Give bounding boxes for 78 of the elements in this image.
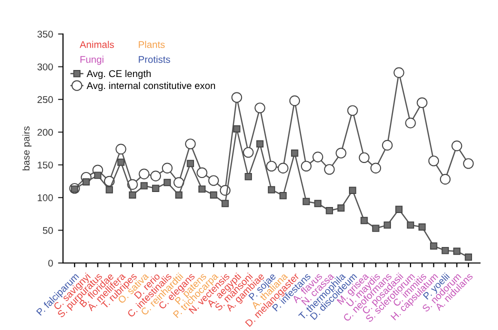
- point: [451, 140, 462, 152]
- point: [185, 138, 196, 150]
- y-tick-label: 100: [38, 194, 53, 202]
- point: [440, 174, 451, 185]
- point: [326, 207, 334, 214]
- point: [347, 105, 358, 116]
- point: [302, 198, 310, 206]
- legend-label: Avg. CE length: [86, 70, 151, 80]
- point: [336, 148, 346, 158]
- point: [82, 178, 90, 186]
- annotation: Animals: [80, 40, 114, 48]
- point: [395, 206, 403, 213]
- point: [138, 168, 150, 180]
- point: [348, 186, 356, 194]
- point: [314, 200, 322, 208]
- point: [254, 102, 266, 114]
- point: [453, 248, 460, 255]
- annotation: Fungi: [80, 56, 104, 65]
- y-tick-label: 250: [38, 96, 53, 104]
- point: [428, 156, 440, 166]
- y-tick-label: 50: [42, 227, 53, 234]
- point: [256, 140, 264, 148]
- point: [128, 191, 136, 199]
- y-tick-label: 200: [38, 128, 53, 136]
- point: [175, 191, 182, 199]
- point: [463, 158, 474, 169]
- point: [372, 224, 380, 232]
- point: [291, 149, 298, 157]
- y-tick-label: 0: [48, 260, 53, 267]
- point: [406, 221, 414, 229]
- point: [278, 162, 288, 174]
- point: [94, 172, 102, 179]
- point: [222, 200, 229, 208]
- point: [289, 95, 300, 106]
- point: [358, 152, 370, 164]
- point: [300, 160, 312, 172]
- point: [405, 118, 416, 128]
- point: [442, 246, 449, 254]
- point: [173, 177, 184, 188]
- point: [244, 173, 252, 180]
- point: [198, 185, 206, 193]
- point: [152, 184, 160, 192]
- annotation: Protists: [138, 56, 170, 63]
- point: [162, 162, 173, 174]
- point: [324, 164, 335, 175]
- legend-label: Avg. internal constitutive exon: [86, 82, 215, 91]
- point: [164, 178, 171, 186]
- point: [196, 167, 208, 178]
- point: [382, 140, 393, 151]
- point: [418, 223, 426, 231]
- point: [360, 216, 368, 224]
- y-axis-title: base pairs: [22, 126, 32, 170]
- point: [208, 175, 219, 186]
- y-tick-label: 150: [38, 162, 53, 168]
- point: [394, 67, 404, 78]
- point: [266, 160, 277, 172]
- point: [268, 186, 276, 194]
- point: [231, 92, 242, 103]
- point: [186, 160, 194, 168]
- y-tick-label: 300: [37, 63, 53, 70]
- point: [312, 152, 324, 162]
- point: [117, 158, 125, 166]
- point: [116, 144, 126, 154]
- point: [242, 147, 254, 158]
- point: [140, 182, 148, 190]
- point: [106, 186, 113, 194]
- point: [416, 97, 428, 108]
- point: [233, 125, 240, 132]
- point: [279, 192, 287, 200]
- point: [370, 162, 382, 174]
- y-tick-label: 350: [37, 30, 53, 38]
- point: [210, 191, 218, 199]
- point: [464, 254, 472, 261]
- point: [150, 170, 162, 182]
- point: [384, 221, 391, 229]
- point: [430, 242, 438, 250]
- point: [337, 204, 345, 212]
- annotation: Plants: [138, 40, 165, 48]
